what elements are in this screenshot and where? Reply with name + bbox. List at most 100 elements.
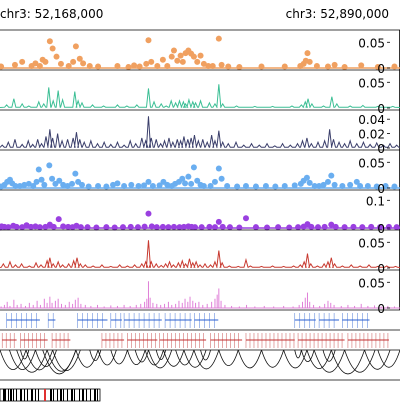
data-point — [374, 63, 381, 70]
interaction-arc — [300, 349, 315, 363]
data-point — [170, 223, 177, 230]
interaction-arc — [377, 349, 400, 368]
data-bar — [238, 306, 240, 308]
data-point — [215, 165, 222, 172]
interaction-arc — [127, 349, 146, 366]
chromosome-band — [24, 389, 25, 401]
data-point — [38, 176, 45, 183]
data-bar — [301, 301, 303, 308]
chromosome-band — [27, 389, 28, 401]
data-point — [42, 223, 49, 230]
data-point — [85, 183, 92, 190]
data-point — [286, 224, 293, 231]
data-point — [93, 224, 100, 231]
data-bar — [74, 299, 76, 308]
data-point — [176, 224, 183, 231]
chromosome-band — [71, 389, 73, 401]
data-bar — [84, 304, 86, 308]
data-point — [69, 180, 76, 187]
data-point — [391, 183, 398, 190]
data-bar — [77, 297, 79, 308]
chromosome-band — [97, 389, 98, 401]
data-bar — [146, 298, 148, 308]
y-tick-label: 0.05 — [358, 156, 385, 170]
data-point — [331, 61, 338, 68]
data-point — [164, 62, 171, 69]
data-point — [84, 224, 91, 231]
data-point — [53, 53, 60, 60]
chromosome-band — [5, 389, 6, 401]
interaction-arc — [163, 349, 185, 367]
data-point — [180, 223, 187, 230]
data-point — [209, 62, 216, 69]
data-point — [188, 180, 195, 187]
data-point — [177, 52, 184, 59]
chromosome-band — [20, 389, 22, 401]
data-point — [182, 180, 189, 187]
data-point — [224, 182, 231, 189]
data-point — [134, 224, 141, 231]
data-bar — [273, 306, 275, 308]
data-bar — [184, 298, 186, 308]
data-point — [194, 58, 201, 65]
interaction-arc — [306, 349, 332, 370]
data-point — [252, 224, 259, 231]
data-point — [262, 182, 269, 189]
data-point — [324, 178, 331, 185]
data-point — [174, 57, 181, 64]
data-bar — [202, 304, 204, 308]
interaction-arc — [237, 349, 262, 369]
data-bar — [340, 305, 342, 308]
data-bar — [333, 304, 335, 308]
data-point — [272, 183, 279, 190]
interaction-arc — [294, 349, 302, 359]
data-point — [252, 183, 259, 190]
data-bar — [6, 301, 8, 308]
data-point — [154, 62, 161, 69]
data-bar — [347, 304, 349, 308]
data-point — [77, 224, 84, 231]
data-point — [331, 181, 338, 188]
data-bar — [175, 303, 177, 308]
data-point — [198, 224, 205, 231]
data-bar — [214, 298, 216, 308]
data-bar — [231, 305, 233, 308]
data-point — [153, 224, 160, 231]
data-point — [382, 182, 389, 189]
y-tick-label: 0.02 — [358, 128, 385, 142]
interaction-arc — [134, 349, 149, 363]
data-bar — [60, 303, 62, 308]
data-point — [357, 182, 364, 189]
data-point — [264, 224, 271, 231]
y-tick-label: 0.05 — [358, 36, 385, 50]
data-point — [57, 60, 64, 67]
left-coordinate-label: chr3: 52,168,000 — [0, 7, 103, 21]
interaction-arc — [46, 349, 77, 372]
data-bar — [206, 303, 208, 308]
y-tick-label: 0 — [377, 262, 385, 276]
data-point — [341, 224, 348, 231]
data-point — [258, 63, 265, 70]
data-point — [141, 223, 148, 230]
interaction-arc — [364, 349, 391, 370]
data-bar — [220, 300, 222, 308]
annotation-tracks — [0, 309, 400, 381]
chromosome-band — [13, 389, 14, 401]
interaction-arc — [344, 349, 376, 373]
data-bar — [9, 305, 11, 308]
interaction-arc — [89, 349, 102, 362]
data-bar — [156, 303, 158, 308]
data-point — [281, 182, 288, 189]
data-bar — [380, 306, 382, 308]
data-bar — [110, 305, 112, 308]
interaction-arc — [330, 349, 365, 375]
data-point — [218, 175, 225, 182]
chromosome-band — [67, 389, 68, 401]
interaction-arc — [155, 349, 167, 361]
data-point — [192, 224, 199, 231]
data-point — [234, 183, 241, 190]
data-point — [128, 181, 135, 188]
chromosome-band — [57, 389, 58, 401]
data-bar — [39, 304, 41, 308]
interaction-arc — [193, 349, 220, 370]
